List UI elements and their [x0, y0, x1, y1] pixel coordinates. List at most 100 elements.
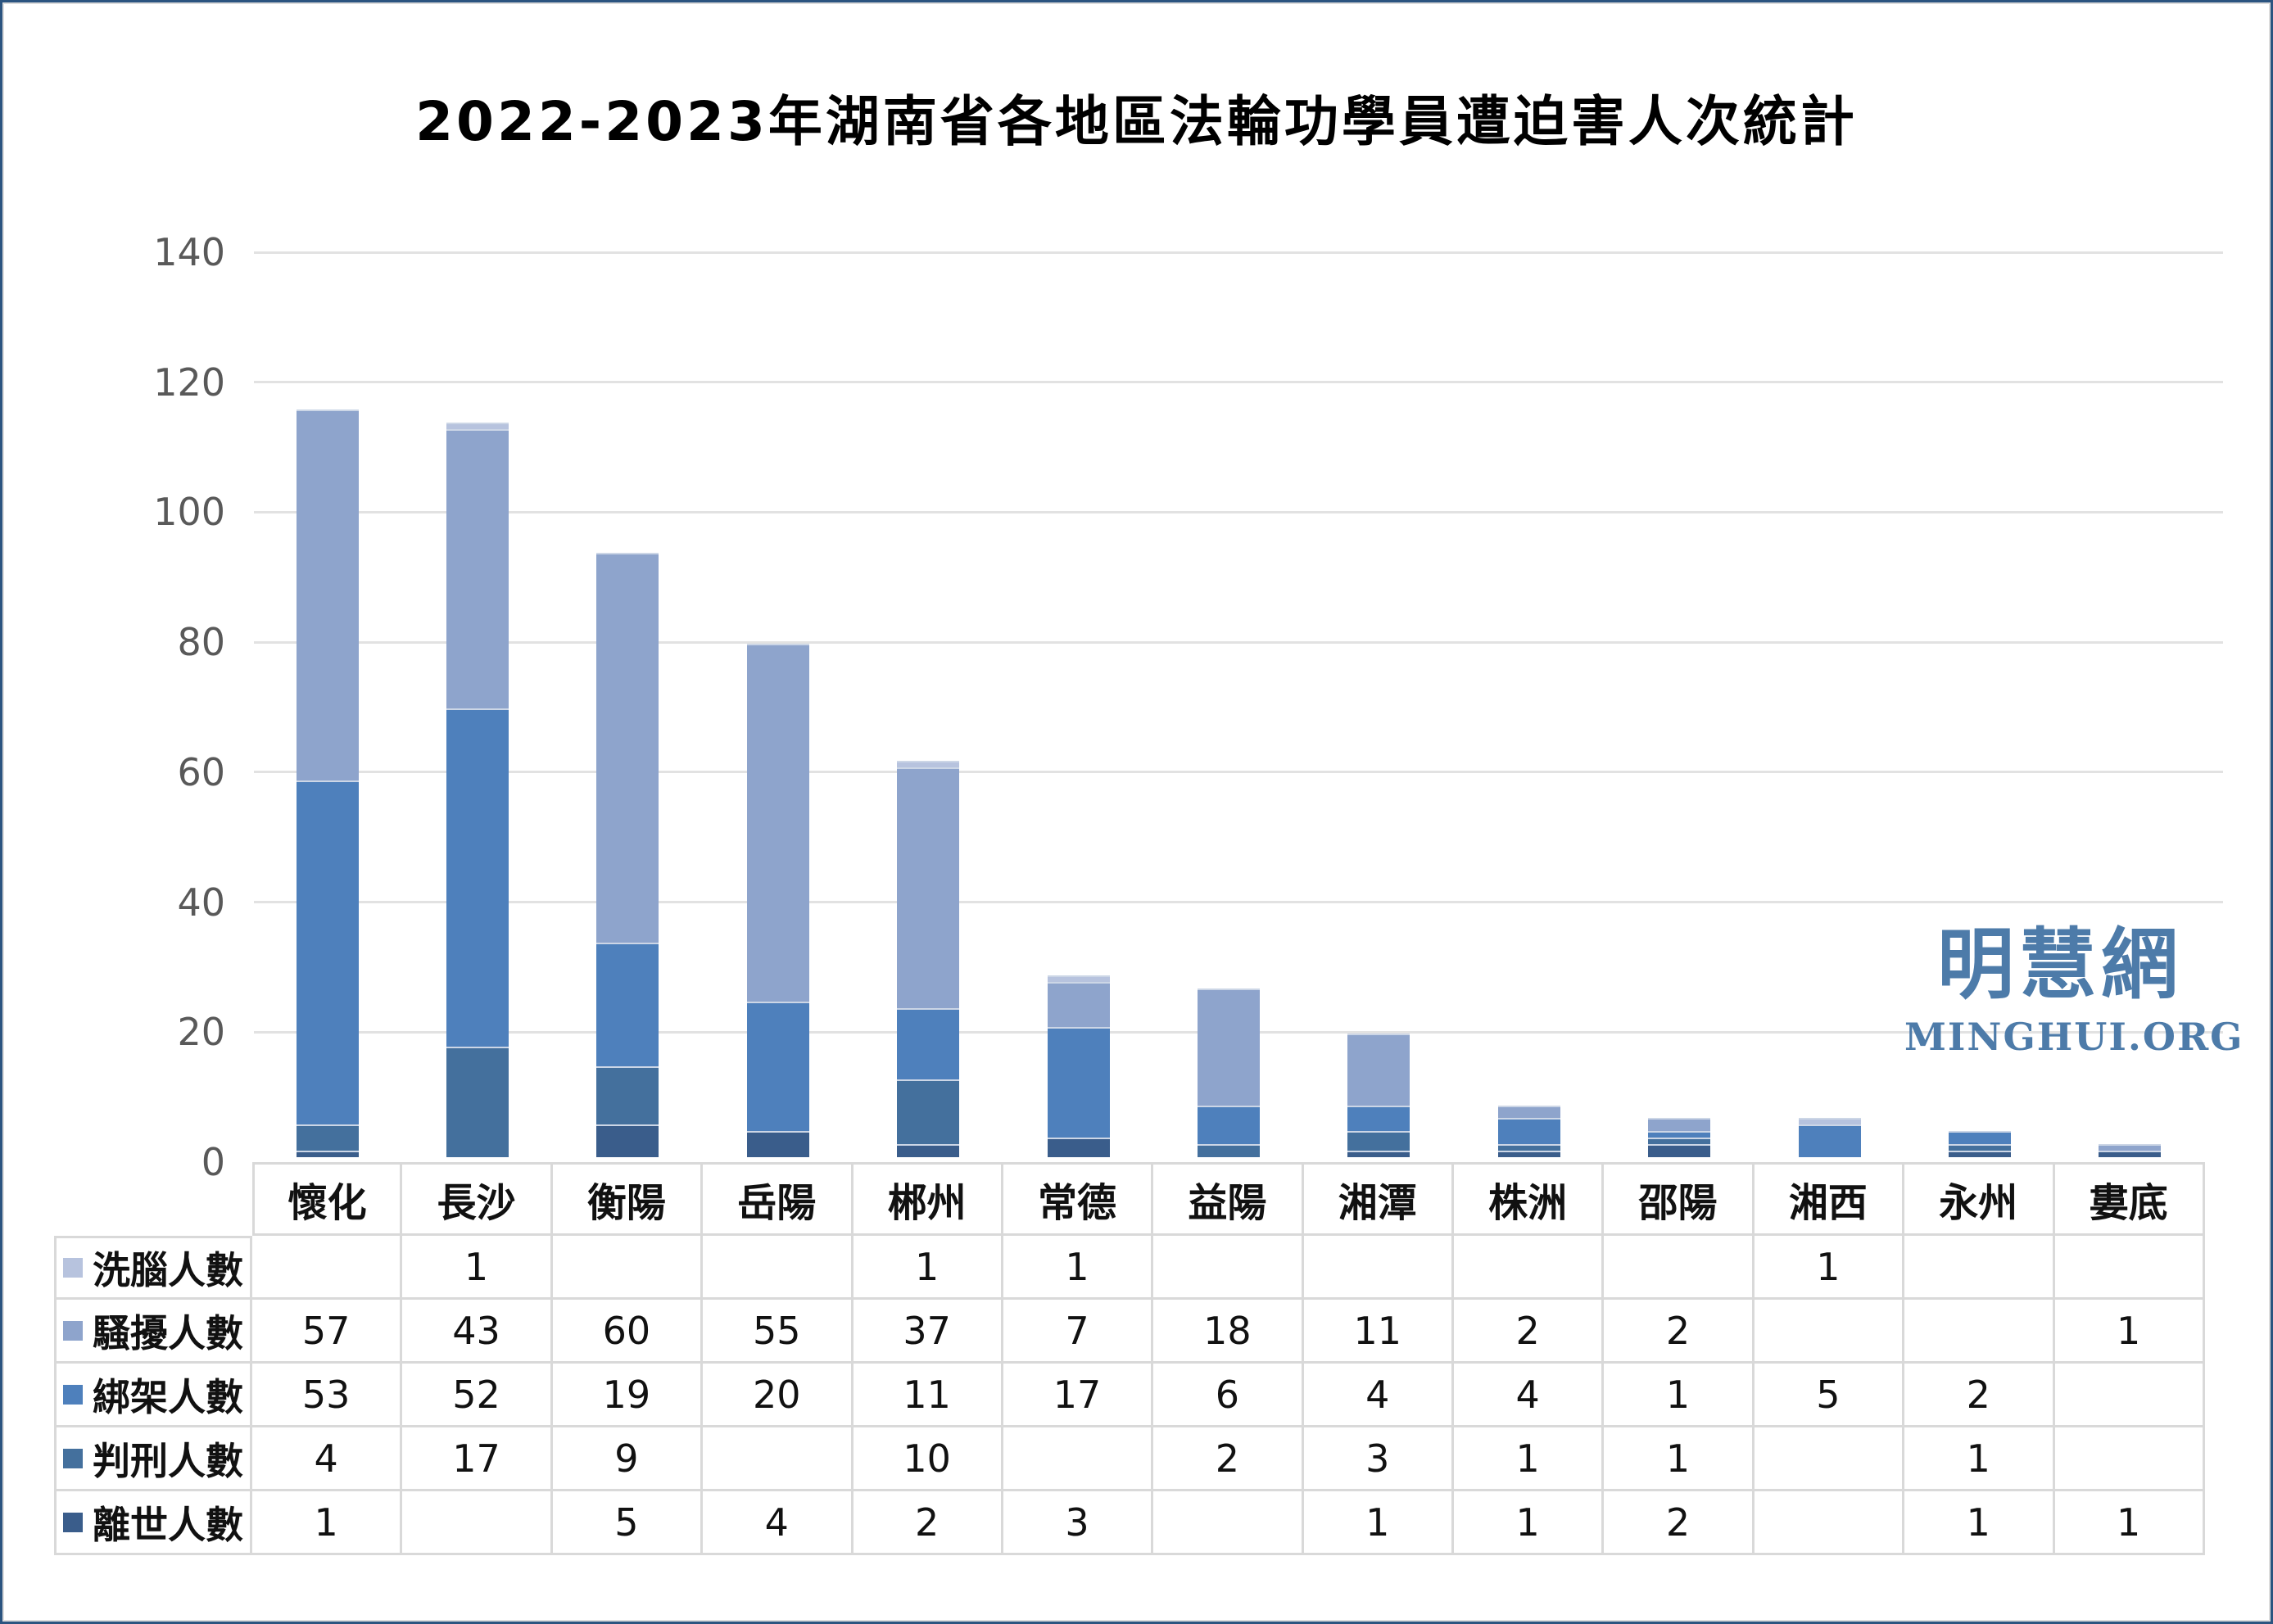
- row-label: 洗腦人數: [54, 1236, 252, 1300]
- table-cell: 1: [402, 1236, 553, 1300]
- bar-segment-sentenced: [1648, 1138, 1711, 1145]
- bar-segment-deaths: [1948, 1151, 2011, 1157]
- table-cell: 19: [552, 1364, 704, 1427]
- bar-segment-harassed: [1648, 1118, 1711, 1132]
- y-tick-label: 20: [177, 1010, 225, 1055]
- table-cell: 2: [1904, 1364, 2055, 1427]
- watermark: 明慧網 MINGHUI.ORG: [1904, 921, 2242, 1060]
- bar-segment-sentenced: [446, 1047, 509, 1157]
- table-cell: 1: [1604, 1364, 1755, 1427]
- table-cell: 1: [853, 1236, 1003, 1300]
- table-cell: [1904, 1236, 2055, 1300]
- table-cell: 4: [1454, 1364, 1605, 1427]
- y-tick-label: 100: [153, 490, 225, 535]
- row-label: 騷擾人數: [54, 1300, 252, 1364]
- bar-segment-harassed: [1347, 1034, 1410, 1106]
- bar-column: [2099, 1144, 2162, 1157]
- table-header-cell: 衡陽: [552, 1162, 704, 1236]
- gridline: [254, 771, 2223, 774]
- y-tick-label: 80: [177, 620, 225, 665]
- table-cell: 1: [1454, 1427, 1605, 1491]
- legend-swatch-brainwashed: [63, 1258, 83, 1278]
- bar-segment-deaths: [897, 1144, 960, 1157]
- bar-segment-harassed: [746, 644, 809, 1002]
- table-cell: 9: [552, 1427, 704, 1491]
- data-table: 懷化 長沙 衡陽 岳陽 郴州 常德 益陽 湘潭 株洲 邵陽 湘西 永州 婁底 洗腦人數 1 1 1 1 騷擾人數 57…: [54, 1162, 2205, 1555]
- bar-column: [296, 409, 359, 1157]
- table-cell: [1003, 1427, 1154, 1491]
- bar-segment-deaths: [746, 1131, 809, 1157]
- table-header-cell: 邵陽: [1604, 1162, 1755, 1236]
- bar-column: [1798, 1118, 1861, 1157]
- bar-segment-harassed: [1497, 1105, 1560, 1119]
- bar-segment-harassed: [897, 767, 960, 1008]
- table-cell: 1: [1454, 1491, 1605, 1555]
- bar-column: [1347, 1034, 1410, 1157]
- table-cell: 2: [1604, 1300, 1755, 1364]
- table-cell: [1153, 1236, 1304, 1300]
- table-cell: 2: [1153, 1427, 1304, 1491]
- bar-segment-deaths: [596, 1124, 659, 1157]
- watermark-chinese: 明慧網: [1936, 921, 2183, 1010]
- bar-column: [1648, 1118, 1711, 1157]
- table-cell: [1754, 1427, 1905, 1491]
- table-cell: 2: [1454, 1300, 1605, 1364]
- bar-segment-abducted: [446, 708, 509, 1047]
- bar-segment-abducted: [1798, 1124, 1861, 1157]
- bar-segment-harassed: [1198, 988, 1260, 1106]
- y-tick-label: 60: [177, 749, 225, 794]
- bar-column: [1948, 1131, 2011, 1157]
- table-cell: 1: [252, 1491, 403, 1555]
- table-cell: 17: [402, 1427, 553, 1491]
- bar-segment-sentenced: [596, 1065, 659, 1125]
- bar-segment-abducted: [1198, 1105, 1260, 1145]
- legend-swatch-harassed: [63, 1320, 83, 1341]
- row-label-text: 洗腦人數: [93, 1248, 243, 1292]
- table-cell: 4: [703, 1491, 854, 1555]
- bar-segment-sentenced: [1497, 1144, 1560, 1151]
- table-cell: [2054, 1236, 2205, 1300]
- bar-segment-brainwashed: [897, 760, 960, 767]
- table-cell: 1: [1904, 1491, 2055, 1555]
- table-cell: [1303, 1236, 1454, 1300]
- table-cell: 1: [2054, 1491, 2205, 1555]
- table-cell: [252, 1236, 403, 1300]
- table-cell: [2054, 1364, 2205, 1427]
- bar-segment-deaths: [296, 1151, 359, 1157]
- bar-segment-sentenced: [1948, 1144, 2011, 1151]
- table-cell: [1904, 1300, 2055, 1364]
- y-tick-label: 140: [153, 230, 225, 274]
- table-cell: 37: [853, 1300, 1003, 1364]
- table-cell: 43: [402, 1300, 553, 1364]
- table-cell: 3: [1303, 1427, 1454, 1491]
- gridline: [254, 901, 2223, 904]
- bar-segment-abducted: [1047, 1027, 1110, 1138]
- table-header-cell: 婁底: [2054, 1162, 2205, 1236]
- table-cell: 7: [1003, 1300, 1154, 1364]
- bar-column: [446, 423, 509, 1157]
- table-cell: 55: [703, 1300, 854, 1364]
- table-cell: 18: [1153, 1300, 1304, 1364]
- bar-column: [1198, 988, 1260, 1157]
- bar-segment-harassed: [296, 409, 359, 780]
- table-cell: [1754, 1491, 1905, 1555]
- bar-segment-deaths: [1347, 1151, 1410, 1157]
- table-cell: 1: [1604, 1427, 1755, 1491]
- table-cell: 1: [1003, 1236, 1154, 1300]
- table-header-cell: 永州: [1904, 1162, 2055, 1236]
- bar-segment-harassed: [596, 553, 659, 943]
- table-cell: 10: [853, 1427, 1003, 1491]
- table-cell: [1754, 1300, 1905, 1364]
- bar-segment-abducted: [1497, 1118, 1560, 1145]
- bar-column: [1047, 975, 1110, 1157]
- table-cell: 57: [252, 1300, 403, 1364]
- bar-column: [1497, 1105, 1560, 1157]
- table-cell: 1: [2054, 1300, 2205, 1364]
- bar-segment-brainwashed: [446, 423, 509, 430]
- table-header-cell: 常德: [1003, 1162, 1154, 1236]
- table-cell: [552, 1236, 704, 1300]
- row-label-text: 判刑人數: [93, 1438, 243, 1483]
- bar-segment-harassed: [1047, 981, 1110, 1028]
- bar-column: [746, 644, 809, 1157]
- table-cell: [1153, 1491, 1304, 1555]
